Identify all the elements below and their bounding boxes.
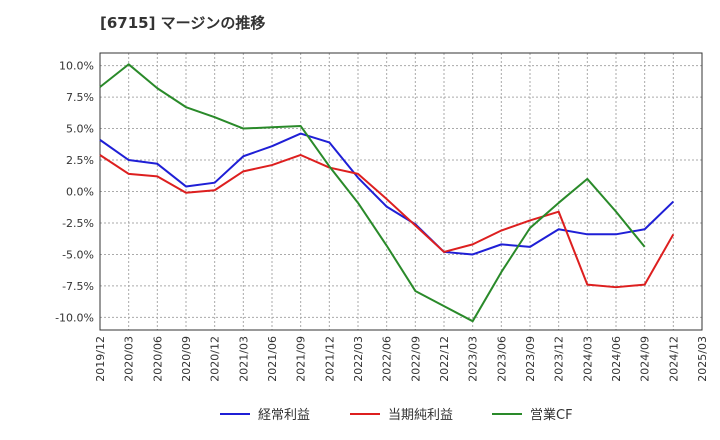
legend-label-1: 当期純利益 (388, 408, 453, 423)
x-tick-label: 2020/09 (180, 336, 193, 382)
x-tick-label: 2024/06 (610, 336, 623, 382)
y-tick-label: 10.0% (59, 60, 94, 73)
legend-label-2: 営業CF (530, 407, 573, 423)
series-line-2 (99, 63, 646, 323)
chart-title: [6715] マージンの推移 (100, 14, 266, 32)
axis-layer: -10.0% -7.5% -5.0% -2.5% 0.0% 2.5% 5.0% 7.5% 10.… (55, 52, 709, 382)
x-tick-label: 2024/03 (581, 336, 594, 382)
x-tick-label: 2021/09 (295, 336, 308, 382)
x-tick-label: 2022/06 (381, 336, 394, 382)
x-tick-label: 2021/12 (323, 336, 336, 382)
y-tick-label: -10.0% (55, 311, 94, 324)
x-tick-label: 2020/06 (151, 336, 164, 382)
y-tick-label: 7.5% (66, 91, 94, 104)
x-tick-label: 2023/03 (467, 336, 480, 382)
plot-frame (99, 52, 703, 331)
x-tick-label: 2020/03 (123, 336, 136, 382)
grid-layer (99, 53, 703, 330)
y-tick-label: 5.0% (66, 123, 94, 136)
series-layer (99, 63, 675, 323)
series-line-0 (99, 132, 675, 256)
legend-label-0: 経常利益 (258, 408, 310, 423)
y-tick-label: 2.5% (66, 154, 94, 167)
x-tick-label: 2025/03 (696, 336, 709, 382)
y-tick-label: 0.0% (66, 186, 94, 199)
y-tick-label: -7.5% (62, 280, 94, 293)
x-tick-label: 2024/12 (667, 336, 680, 382)
y-tick-label: -5.0% (62, 248, 94, 261)
x-tick-label: 2021/03 (237, 336, 250, 382)
x-tick-label: 2019/12 (94, 336, 107, 382)
series-line-1 (99, 153, 675, 289)
x-tick-label: 2020/12 (209, 336, 222, 382)
x-tick-label: 2023/09 (524, 336, 537, 382)
x-tick-label: 2024/09 (639, 336, 652, 382)
x-tick-label: 2023/06 (495, 336, 508, 382)
x-tick-label: 2022/03 (352, 336, 365, 382)
x-tick-label: 2022/09 (409, 336, 422, 382)
y-tick-label: -2.5% (62, 217, 94, 230)
x-tick-label: 2022/12 (438, 336, 451, 382)
x-tick-label: 2023/12 (553, 336, 566, 382)
x-tick-label: 2021/06 (266, 336, 279, 382)
legend-layer: 経常利益 当期純利益 営業CF (220, 407, 573, 423)
